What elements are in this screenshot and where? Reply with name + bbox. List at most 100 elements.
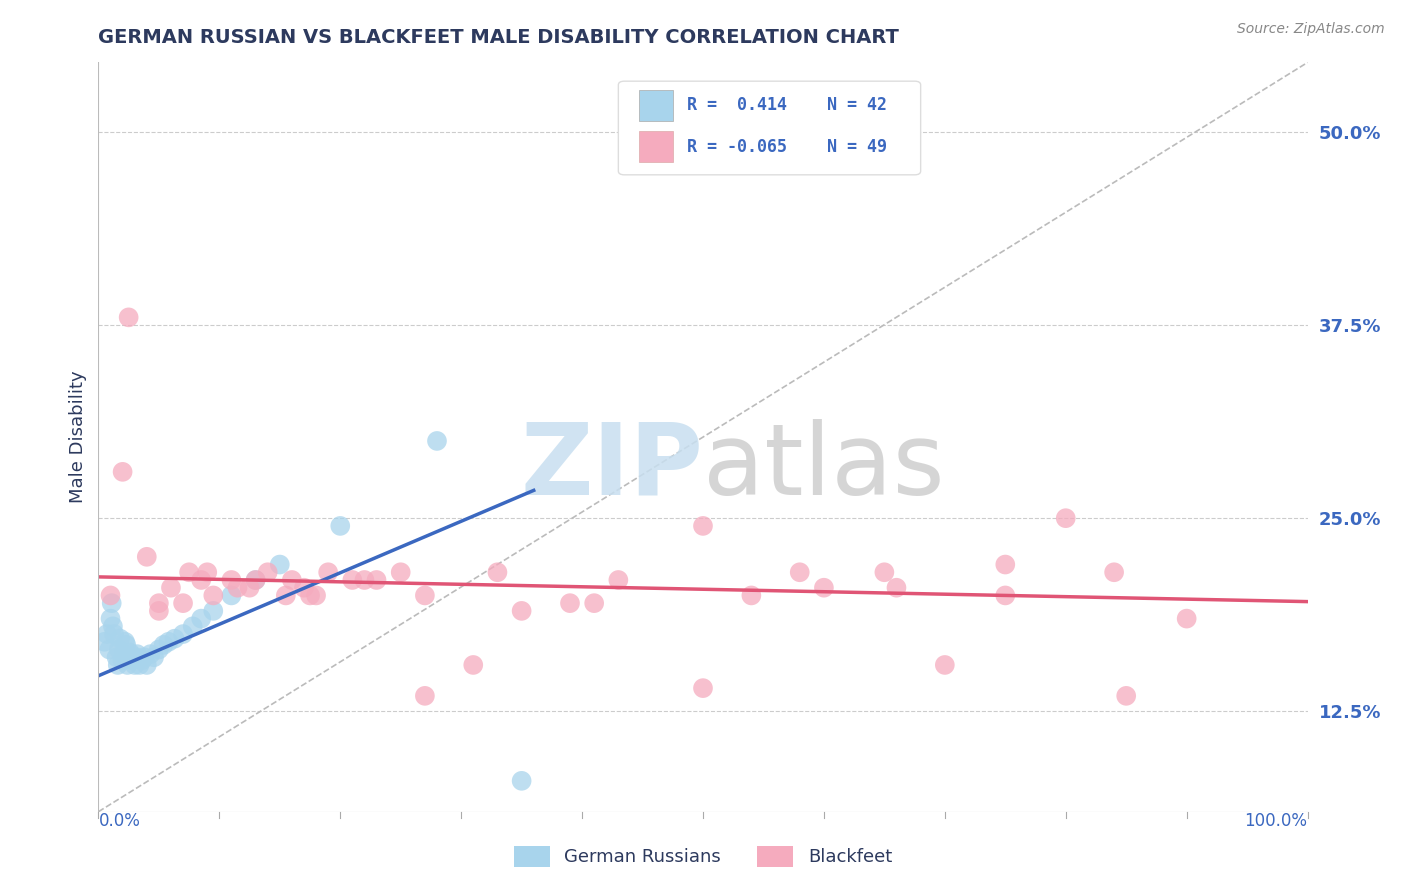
Point: [143, 650, 166, 665]
Point: [190, 573, 212, 587]
Point: [157, 634, 180, 648]
Point: [190, 612, 212, 626]
Point: [316, 566, 339, 580]
Point: [103, 627, 125, 641]
Point: [117, 657, 139, 672]
Point: [108, 642, 131, 657]
Point: [124, 657, 146, 672]
Point: [740, 589, 762, 603]
Point: [692, 681, 714, 695]
Point: [148, 642, 170, 657]
Point: [96, 627, 118, 641]
Point: [245, 573, 267, 587]
Y-axis label: Male Disability: Male Disability: [69, 371, 87, 503]
Point: [160, 581, 183, 595]
Point: [226, 581, 249, 595]
Text: 100.0%: 100.0%: [1244, 812, 1308, 830]
Text: R = -0.065    N = 49: R = -0.065 N = 49: [688, 137, 887, 156]
Point: [118, 310, 141, 325]
Point: [1054, 511, 1077, 525]
Text: GERMAN RUSSIAN VS BLACKFEET MALE DISABILITY CORRELATION CHART: GERMAN RUSSIAN VS BLACKFEET MALE DISABIL…: [98, 28, 900, 47]
Point: [486, 566, 509, 580]
Point: [353, 573, 375, 587]
Point: [1115, 689, 1137, 703]
Point: [131, 653, 153, 667]
Bar: [638, 131, 673, 162]
Point: [245, 573, 267, 587]
Point: [221, 589, 243, 603]
Point: [148, 596, 170, 610]
Point: [583, 596, 606, 610]
Point: [463, 657, 485, 672]
Point: [195, 566, 218, 580]
Point: [112, 647, 135, 661]
Point: [389, 566, 412, 580]
Point: [607, 573, 630, 587]
Point: [93, 634, 115, 648]
Point: [172, 627, 194, 641]
Point: [100, 612, 122, 626]
Point: [118, 646, 141, 660]
Point: [886, 581, 908, 595]
Point: [118, 650, 141, 665]
Point: [305, 589, 328, 603]
Text: Source: ZipAtlas.com: Source: ZipAtlas.com: [1237, 22, 1385, 37]
Point: [181, 619, 204, 633]
Point: [789, 566, 811, 580]
Point: [179, 566, 201, 580]
Point: [163, 632, 186, 646]
Text: ZIP: ZIP: [520, 418, 703, 516]
Point: [100, 589, 122, 603]
Point: [292, 581, 315, 595]
Legend: German Russians, Blackfeet: German Russians, Blackfeet: [506, 838, 900, 874]
Point: [125, 650, 148, 665]
Point: [934, 657, 956, 672]
Text: atlas: atlas: [703, 418, 945, 516]
Point: [994, 558, 1017, 572]
Point: [135, 549, 157, 564]
Point: [274, 589, 297, 603]
Point: [121, 653, 143, 667]
Point: [239, 581, 262, 595]
Point: [692, 519, 714, 533]
Point: [128, 657, 150, 672]
Point: [108, 632, 131, 646]
Point: [366, 573, 388, 587]
Point: [281, 573, 304, 587]
Point: [172, 596, 194, 610]
Point: [202, 589, 225, 603]
Point: [329, 519, 352, 533]
Point: [1175, 612, 1198, 626]
Point: [111, 653, 134, 667]
Point: [202, 604, 225, 618]
Point: [873, 566, 896, 580]
Point: [127, 647, 149, 661]
Point: [152, 638, 174, 652]
Point: [256, 566, 278, 580]
Point: [114, 634, 136, 648]
Point: [510, 604, 533, 618]
Point: [111, 465, 134, 479]
Point: [148, 604, 170, 618]
Point: [510, 773, 533, 788]
Point: [115, 638, 138, 652]
Bar: [638, 89, 673, 121]
Text: R =  0.414    N = 42: R = 0.414 N = 42: [688, 96, 887, 114]
Point: [134, 650, 156, 665]
Point: [558, 596, 581, 610]
Text: 0.0%: 0.0%: [98, 812, 141, 830]
Point: [813, 581, 835, 595]
Point: [98, 642, 121, 657]
Point: [426, 434, 449, 448]
Point: [221, 573, 243, 587]
Point: [413, 689, 436, 703]
Point: [107, 657, 129, 672]
Point: [105, 650, 128, 665]
Point: [1102, 566, 1125, 580]
Point: [135, 657, 157, 672]
Point: [994, 589, 1017, 603]
Point: [139, 647, 162, 661]
Point: [100, 596, 122, 610]
Point: [342, 573, 364, 587]
Point: [299, 589, 322, 603]
